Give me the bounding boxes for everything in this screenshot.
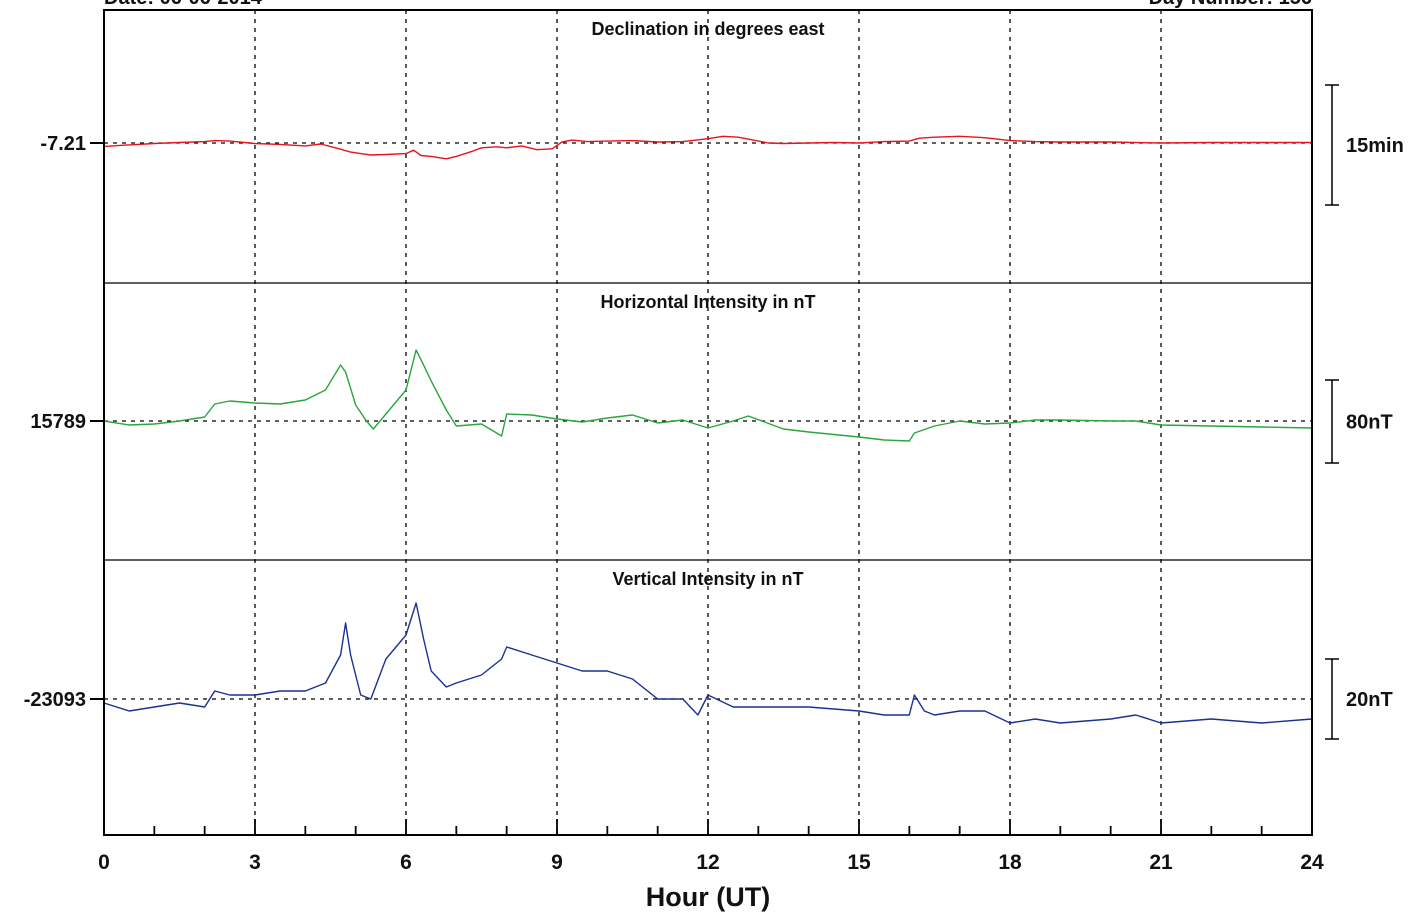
baseline-value-2: 15789 <box>30 411 86 433</box>
series-line-1 <box>103 135 1312 160</box>
scale-label-3: 20nT <box>1346 689 1393 711</box>
series-line-3 <box>103 602 1313 724</box>
plot-frame <box>90 9 1339 836</box>
panel-title-2: Horizontal Intensity in nT <box>601 292 816 312</box>
x-tick-label-21: 21 <box>1149 851 1173 874</box>
x-tick-label-9: 9 <box>551 851 563 874</box>
series-lines <box>103 135 1313 724</box>
x-axis-ticks: 0 3 6 9 12 15 18 21 24 <box>98 819 1324 874</box>
x-tick-label-6: 6 <box>400 851 412 874</box>
grid-lines <box>104 10 1312 835</box>
x-tick-label-24: 24 <box>1300 851 1324 874</box>
panel-title-3: Vertical Intensity in nT <box>612 569 803 589</box>
date-label: Date: 06-06-2014 <box>104 0 263 9</box>
x-axis-label: Hour (UT) <box>646 882 770 912</box>
plot-border <box>103 9 1313 836</box>
x-tick-label-0: 0 <box>98 851 110 874</box>
day-number-label: Day Number: 156 <box>1149 0 1312 9</box>
series-line-2 <box>103 349 1313 442</box>
baseline-value-1: -7.21 <box>40 133 86 155</box>
scale-label-2: 80nT <box>1346 412 1393 434</box>
x-tick-label-15: 15 <box>847 851 871 874</box>
scale-label-1: 15min <box>1346 135 1404 157</box>
x-tick-label-18: 18 <box>998 851 1022 874</box>
x-tick-label-12: 12 <box>696 851 719 874</box>
panel-title-1: Declination in degrees east <box>591 19 824 39</box>
x-tick-label-3: 3 <box>249 851 261 874</box>
panel-labels: Declination in degrees east -7.21 15min Hor… <box>24 19 1404 711</box>
baseline-value-3: -23093 <box>24 689 86 711</box>
